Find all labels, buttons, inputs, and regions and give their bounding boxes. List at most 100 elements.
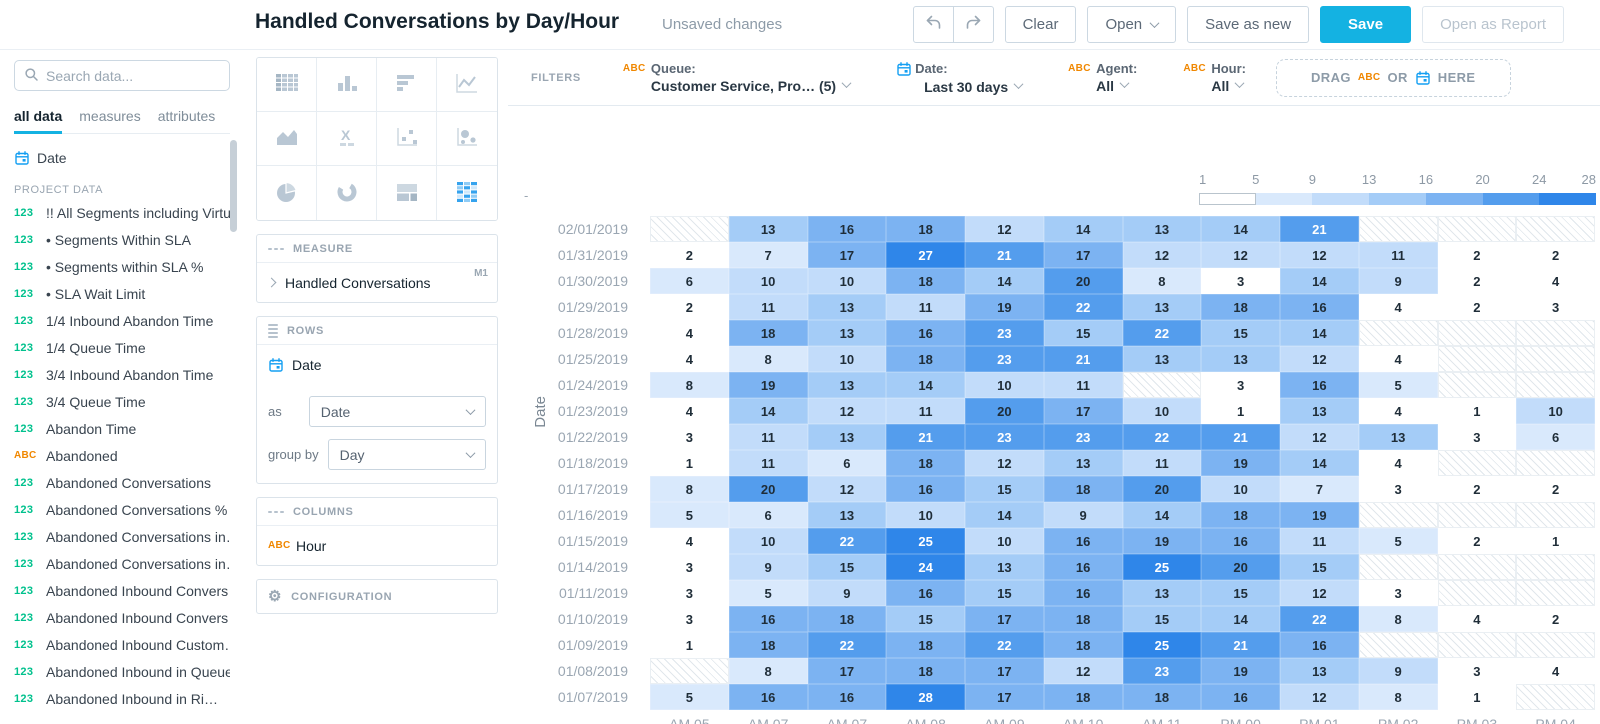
search-input[interactable] <box>46 67 220 84</box>
heatmap-cell[interactable]: 17 <box>807 242 887 268</box>
heatmap-cell[interactable]: 12 <box>1280 242 1359 268</box>
heatmap-cell[interactable]: 12 <box>965 216 1044 242</box>
heatmap-cell[interactable] <box>1516 554 1595 580</box>
heatmap-cell[interactable]: 3 <box>650 554 729 580</box>
heatmap-cell[interactable]: 3 <box>650 580 729 606</box>
sidebar-item[interactable]: 123 Abandoned Conversations in… <box>14 523 230 550</box>
sidebar-item[interactable]: 123 Abandoned Inbound in Queue <box>14 658 230 685</box>
heatmap-cell[interactable]: 14 <box>1122 502 1202 528</box>
heatmap-cell[interactable]: 1 <box>1437 398 1517 424</box>
heatmap-cell[interactable] <box>1516 632 1595 658</box>
heatmap-cell[interactable]: 12 <box>1043 658 1123 684</box>
filter-chip-date[interactable]: Date: Last 30 days <box>896 61 1024 95</box>
heatmap-cell[interactable]: 12 <box>1122 242 1202 268</box>
heatmap-cell[interactable] <box>1437 346 1517 372</box>
heatmap-cell[interactable] <box>1358 320 1438 346</box>
sidebar-item[interactable]: 123 Abandoned Conversations % <box>14 496 230 523</box>
heatmap-cell[interactable]: 15 <box>886 606 965 632</box>
heatmap-cell[interactable]: 22 <box>965 632 1044 658</box>
heatmap-cell[interactable]: 15 <box>1043 320 1123 346</box>
heatmap-cell[interactable]: 2 <box>1516 476 1595 502</box>
heatmap-cell[interactable]: 21 <box>1043 346 1123 372</box>
heatmap-cell[interactable]: 18 <box>728 320 808 346</box>
heatmap-cell[interactable]: 25 <box>1122 632 1202 658</box>
heatmap-cell[interactable]: 2 <box>1437 268 1517 294</box>
heatmap-cell[interactable]: 4 <box>1358 346 1438 372</box>
heatmap-cell[interactable]: 9 <box>1043 502 1123 528</box>
heatmap-cell[interactable]: 20 <box>728 476 808 502</box>
viz-type-table[interactable] <box>257 58 317 112</box>
open-as-report-button[interactable]: Open as Report <box>1422 6 1564 43</box>
heatmap-cell[interactable]: 7 <box>728 242 808 268</box>
heatmap-cell[interactable]: 10 <box>965 372 1044 398</box>
heatmap-cell[interactable]: 25 <box>886 528 965 554</box>
heatmap-cell[interactable]: 10 <box>728 268 808 294</box>
heatmap-cell[interactable]: 5 <box>1358 372 1438 398</box>
heatmap-cell[interactable] <box>1358 216 1438 242</box>
heatmap-cell[interactable]: 20 <box>1043 268 1123 294</box>
heatmap-cell[interactable]: 19 <box>1280 502 1359 528</box>
heatmap-cell[interactable]: 17 <box>1043 242 1123 268</box>
heatmap-cell[interactable]: 23 <box>1043 424 1123 450</box>
heatmap-cell[interactable]: 11 <box>1122 450 1202 476</box>
heatmap-cell[interactable]: 2 <box>1437 294 1517 320</box>
heatmap-cell[interactable]: 6 <box>1516 424 1595 450</box>
heatmap-cell[interactable]: 2 <box>1516 242 1595 268</box>
heatmap-cell[interactable]: 18 <box>807 606 887 632</box>
filter-chip-queue[interactable]: ABC Queue: Customer Service, Pro… (5) <box>623 61 852 94</box>
heatmap-cell[interactable]: 28 <box>886 684 965 710</box>
heatmap-cell[interactable]: 10 <box>965 528 1044 554</box>
heatmap-cell[interactable]: 18 <box>886 632 965 658</box>
heatmap-cell[interactable]: 17 <box>965 606 1044 632</box>
heatmap-cell[interactable]: 12 <box>1280 580 1359 606</box>
redo-button[interactable] <box>953 6 994 43</box>
heatmap-cell[interactable]: 18 <box>1201 294 1280 320</box>
heatmap-cell[interactable]: 8 <box>1122 268 1202 294</box>
heatmap-cell[interactable] <box>1516 684 1595 710</box>
heatmap-cell[interactable]: 13 <box>965 554 1044 580</box>
heatmap-cell[interactable]: 14 <box>728 398 808 424</box>
heatmap-cell[interactable]: 20 <box>965 398 1044 424</box>
heatmap-cell[interactable]: 23 <box>965 346 1044 372</box>
heatmap-cell[interactable]: 25 <box>1122 554 1202 580</box>
heatmap-cell[interactable]: 13 <box>807 320 887 346</box>
heatmap-cell[interactable]: 13 <box>1122 346 1202 372</box>
heatmap-cell[interactable]: 4 <box>650 320 729 346</box>
viz-type-area-chart[interactable] <box>257 112 317 166</box>
heatmap-cell[interactable]: 8 <box>650 476 729 502</box>
group-by-select[interactable]: Day <box>327 439 486 470</box>
columns-item-hour[interactable]: ABC Hour <box>257 525 497 565</box>
configuration-header[interactable]: ⚙ CONFIGURATION <box>268 588 393 605</box>
heatmap-cell[interactable]: 18 <box>886 268 965 294</box>
heatmap-cell[interactable]: 13 <box>1201 346 1280 372</box>
viz-type-column-chart[interactable] <box>317 58 377 112</box>
heatmap-cell[interactable]: 1 <box>1516 528 1595 554</box>
heatmap-cell[interactable]: 19 <box>965 294 1044 320</box>
viz-type-line-chart[interactable] <box>437 58 497 112</box>
heatmap-cell[interactable] <box>1437 632 1517 658</box>
heatmap-cell[interactable] <box>1437 372 1517 398</box>
heatmap-cell[interactable]: 20 <box>1122 476 1202 502</box>
heatmap-cell[interactable]: 22 <box>807 632 887 658</box>
heatmap-cell[interactable]: 10 <box>807 346 887 372</box>
date-as-select[interactable]: Date <box>308 396 486 427</box>
heatmap-cell[interactable]: 16 <box>1280 294 1359 320</box>
viz-type-scatter-plot[interactable] <box>377 112 437 166</box>
heatmap-cell[interactable]: 12 <box>1280 684 1359 710</box>
viz-type-bubble-chart[interactable] <box>437 112 497 166</box>
sidebar-item[interactable]: 123 • Segments within SLA % <box>14 253 230 280</box>
heatmap-cell[interactable]: 11 <box>886 294 965 320</box>
heatmap-cell[interactable]: 17 <box>965 658 1044 684</box>
heatmap-cell[interactable]: 3 <box>650 424 729 450</box>
heatmap-cell[interactable]: 3 <box>650 606 729 632</box>
sidebar-scrollbar-thumb[interactable] <box>230 140 237 232</box>
heatmap-cell[interactable]: 3 <box>1201 268 1280 294</box>
heatmap-cell[interactable]: 16 <box>1201 528 1280 554</box>
sidebar-item[interactable]: 123 Abandoned Inbound in Ri… <box>14 685 230 712</box>
sidebar-item[interactable]: 123 Abandoned Inbound Convers… <box>14 604 230 631</box>
heatmap-cell[interactable]: 13 <box>1358 424 1438 450</box>
heatmap-cell[interactable] <box>1358 502 1438 528</box>
heatmap-cell[interactable]: 16 <box>1280 372 1359 398</box>
heatmap-cell[interactable]: 3 <box>1358 580 1438 606</box>
heatmap-cell[interactable] <box>1358 554 1438 580</box>
